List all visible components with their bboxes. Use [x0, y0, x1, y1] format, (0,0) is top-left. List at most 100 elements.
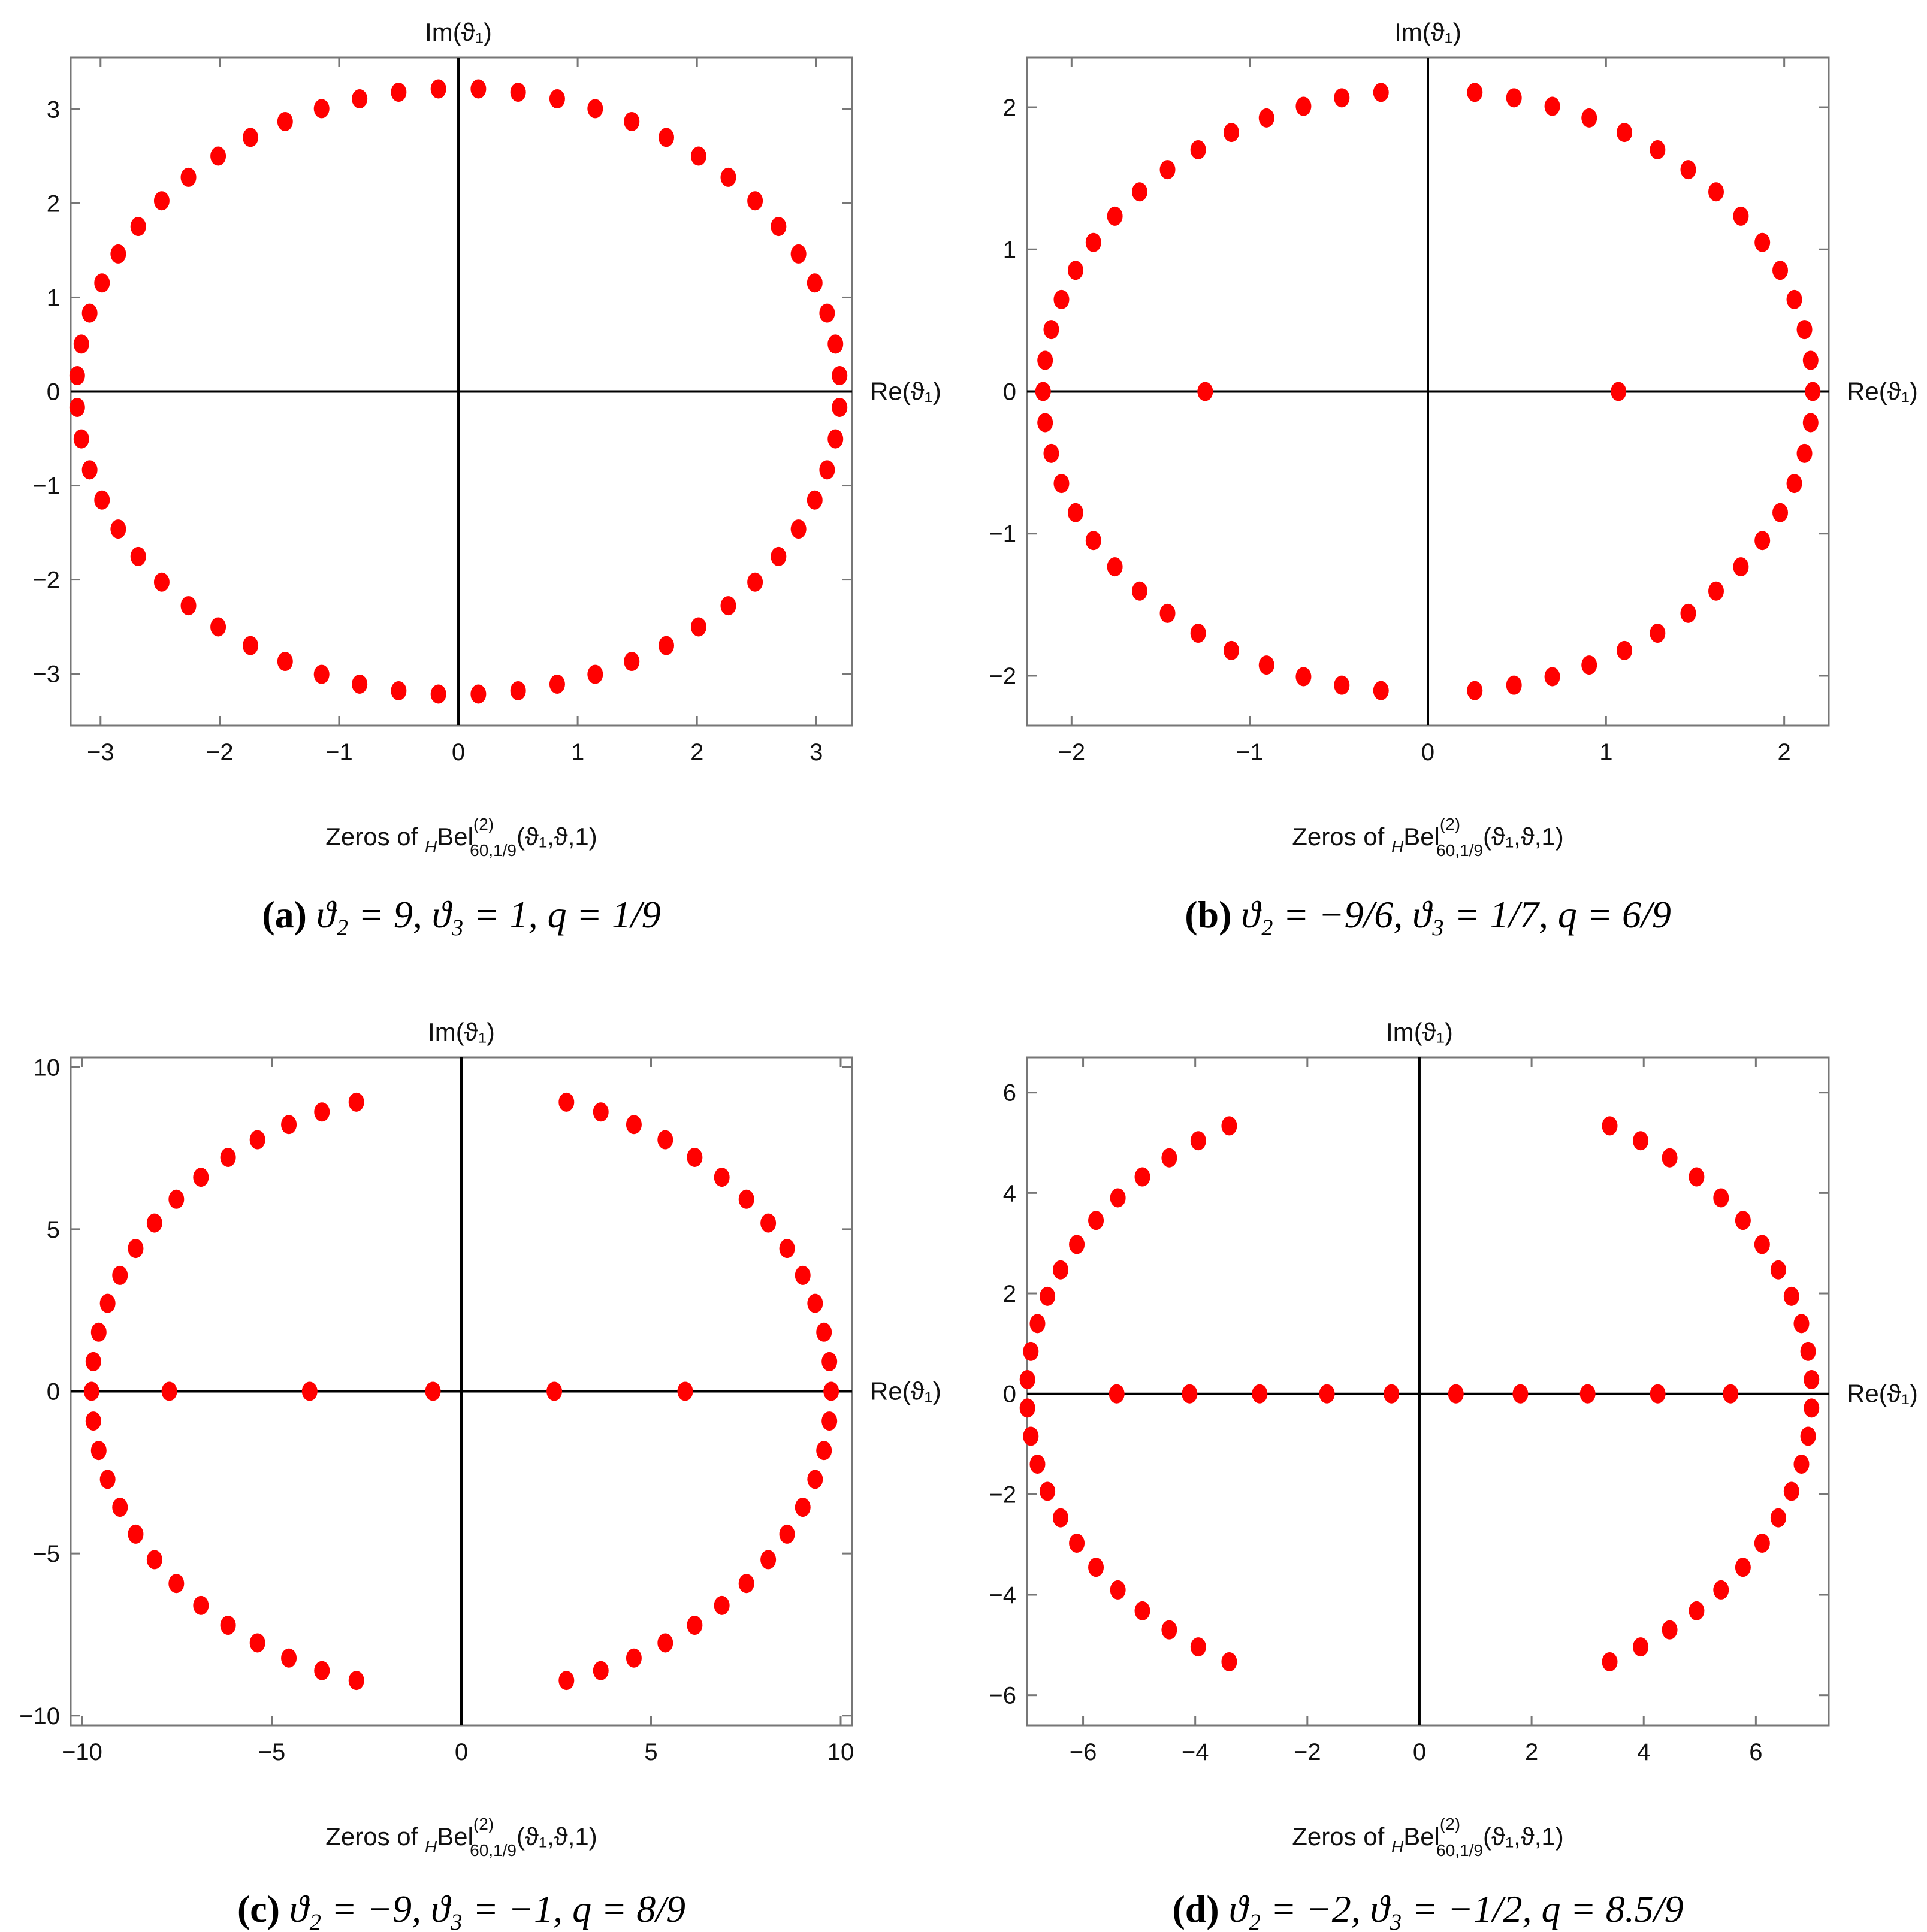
zero-point [1754, 1235, 1770, 1254]
zero-point [1373, 83, 1389, 102]
zero-point [738, 1574, 754, 1594]
zero-point [313, 99, 330, 119]
zero-point [624, 111, 640, 131]
zero-point [153, 191, 170, 211]
zero-point [99, 1293, 116, 1313]
zero-point [1085, 531, 1101, 551]
zero-point [1804, 1398, 1820, 1418]
x-axis-name: Re(ϑ₁) [870, 1377, 941, 1405]
x-tick-label: 1 [571, 739, 584, 766]
zero-point [546, 1381, 563, 1401]
zero-point [1650, 1384, 1666, 1404]
zero-point [470, 684, 487, 704]
y-tick-label: 10 [34, 1054, 61, 1081]
y-tick-label: 1 [47, 285, 60, 311]
zero-point [1037, 350, 1053, 370]
x-tick-label: 6 [1749, 1739, 1762, 1765]
zero-point [760, 1213, 777, 1233]
x-tick-label: −2 [1294, 1739, 1321, 1765]
zero-point [180, 596, 197, 616]
zero-point [94, 273, 110, 293]
zero-point [1107, 206, 1123, 226]
x-tick-label: 2 [1525, 1739, 1538, 1765]
zero-point [391, 681, 407, 700]
zero-point [1107, 557, 1123, 577]
chart-panel-d: −6 −4 −2 0 2 4 6 −6 −4 −2 0 2 4 6 Re(ϑ₁) Im(ϑ₁) Zeros of… [989, 1018, 1927, 1905]
zero-point [714, 1595, 730, 1615]
zero-point [110, 519, 126, 539]
y-tick-label: 2 [1003, 95, 1016, 121]
zero-point [1131, 581, 1147, 601]
zero-point [1043, 443, 1059, 463]
zero-point [81, 460, 98, 480]
zero-point [816, 1322, 832, 1342]
zero-point [626, 1648, 642, 1668]
zero-point [193, 1595, 209, 1615]
zero-point [1069, 1235, 1085, 1254]
x-axis-label: Zeros of HBel(2) 60,1/9(ϑ₁,ϑ,1) [1292, 815, 1564, 860]
x-tick-label: 0 [455, 1739, 468, 1765]
y-tick-label: 3 [47, 96, 60, 123]
y-axis-name: Im(ϑ₁) [1386, 1018, 1453, 1046]
zero-point [771, 217, 787, 237]
y-tick-label: 5 [47, 1217, 60, 1243]
zero-point [1579, 1384, 1596, 1404]
x-tick-label: −2 [1058, 739, 1086, 766]
zero-point [1295, 96, 1312, 116]
zero-point [1448, 1384, 1464, 1404]
y-axis-name: Im(ϑ₁) [1394, 18, 1461, 46]
x-tick-label: −1 [325, 739, 353, 766]
zero-point [1512, 1384, 1529, 1404]
caption-text: ϑ₂ = −9/6, ϑ₃ = 1/7, q = 6/9 [1241, 893, 1671, 936]
zero-point [1159, 603, 1176, 623]
zero-point [281, 1115, 297, 1135]
zero-point [210, 617, 226, 637]
x-axis-label: Zeros of HBel(2) 60,1/9(ϑ₁,ϑ,1) [325, 815, 597, 860]
zero-point [130, 546, 146, 566]
zero-point [1334, 88, 1350, 108]
zero-point [779, 1239, 795, 1259]
zero-point [83, 1381, 99, 1401]
zero-point [168, 1189, 185, 1209]
zero-point [587, 99, 603, 119]
y-tick-label: −1 [32, 473, 60, 500]
zero-point [558, 1671, 575, 1691]
zero-point [1035, 382, 1051, 401]
x-tick-label: 1 [1599, 739, 1612, 766]
x-tick-label: −2 [206, 739, 234, 766]
zero-point [1786, 289, 1802, 309]
zero-point [99, 1470, 116, 1489]
zero-point [1161, 1620, 1177, 1640]
zero-point [738, 1189, 754, 1209]
zero-point [1190, 1131, 1206, 1151]
chart-panel-b: −2 −1 0 1 2 −2 −1 0 1 2 Re(ϑ₁) Im(ϑ₁) Zeros of HBel(… [989, 18, 1927, 905]
zero-point [549, 89, 565, 109]
zero-point [220, 1147, 236, 1167]
zero-point [85, 1352, 101, 1371]
zero-point [1708, 581, 1724, 601]
zero-point [1134, 1167, 1150, 1187]
zero-point [1772, 261, 1789, 280]
zero-point [1805, 382, 1821, 401]
x-tick-label: 3 [810, 739, 823, 766]
zero-point [1040, 1286, 1056, 1306]
zero-point [1783, 1481, 1799, 1501]
zero-point [352, 89, 368, 109]
y-tick-label: −3 [32, 661, 60, 688]
zero-point [1680, 160, 1696, 180]
zero-point [391, 83, 407, 102]
zero-point [1019, 1398, 1035, 1418]
zero-point [1754, 1533, 1770, 1553]
zero-point [1319, 1384, 1335, 1404]
caption-b: (b) ϑ₂ = −9/6, ϑ₃ = 1/7, q = 6/9 [967, 893, 1889, 937]
zero-point [1373, 681, 1389, 700]
zero-point [1043, 320, 1059, 340]
y-tick-label: 0 [1003, 379, 1016, 406]
zero-point [832, 366, 848, 386]
zero-point [301, 1381, 318, 1401]
chart-panel-c: −10 −5 0 5 10 −10 −5 0 5 10 Re(ϑ₁) Im(ϑ₁) Zeros of H… [19, 1018, 972, 1905]
x-axis-name: Re(ϑ₁) [1847, 377, 1918, 406]
zero-point [1023, 1426, 1039, 1446]
zero-point [73, 429, 89, 449]
zero-point [720, 167, 736, 187]
